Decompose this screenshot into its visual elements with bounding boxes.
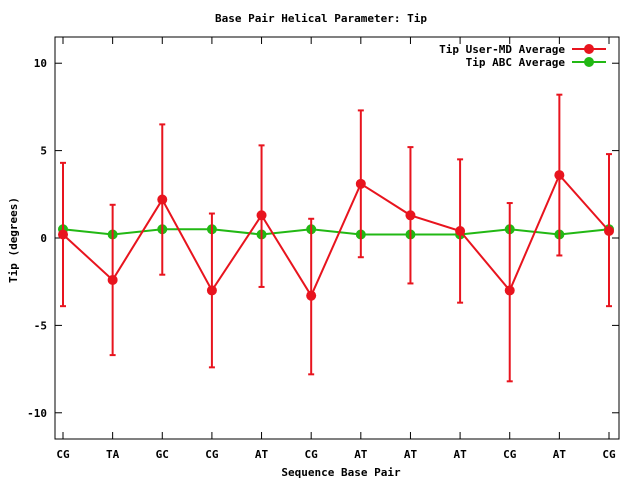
data-point <box>355 178 366 189</box>
data-point <box>58 229 68 240</box>
x-tick-label: CG <box>602 448 616 461</box>
x-axis-label: Sequence Base Pair <box>281 466 401 479</box>
data-point <box>306 290 317 301</box>
x-tick-label: TA <box>106 448 120 461</box>
data-point <box>107 274 118 285</box>
data-point <box>206 285 217 296</box>
y-axis-ticks: -10 -5 0 5 10 <box>27 57 619 420</box>
data-point <box>554 170 565 181</box>
data-point <box>157 194 168 205</box>
y-tick-label: -5 <box>34 319 47 332</box>
x-tick-label: CG <box>56 448 70 461</box>
y-tick-label: 5 <box>40 145 47 158</box>
series-0 <box>58 93 614 383</box>
x-tick-label: AT <box>354 448 368 461</box>
y-tick-label: 10 <box>34 57 47 70</box>
x-tick-label: GC <box>156 448 169 461</box>
data-point <box>504 285 515 296</box>
legend-marker <box>584 57 594 67</box>
data-point <box>604 226 614 237</box>
data-point <box>256 210 267 221</box>
series-line <box>62 228 610 236</box>
chart-title: Base Pair Helical Parameter: Tip <box>215 12 427 25</box>
x-tick-label: CG <box>205 448 219 461</box>
x-tick-label: CG <box>503 448 517 461</box>
x-tick-label: CG <box>305 448 319 461</box>
y-tick-label: -10 <box>27 407 47 420</box>
data-point <box>405 210 416 221</box>
series-line <box>62 173 610 298</box>
y-tick-label: 0 <box>40 232 47 245</box>
x-tick-label: AT <box>453 448 467 461</box>
series-layer <box>58 93 614 383</box>
data-point <box>455 226 466 237</box>
legend-label: Tip User-MD Average <box>439 43 565 56</box>
x-tick-label: AT <box>404 448 418 461</box>
legend-label: Tip ABC Average <box>466 56 566 69</box>
legend-marker <box>584 44 594 54</box>
y-axis-label: Tip (degrees) <box>7 197 20 283</box>
x-tick-label: AT <box>553 448 567 461</box>
x-tick-label: AT <box>255 448 269 461</box>
x-axis-ticks: CG TA GC CG AT CG AT AT AT CG AT CG <box>56 37 616 461</box>
